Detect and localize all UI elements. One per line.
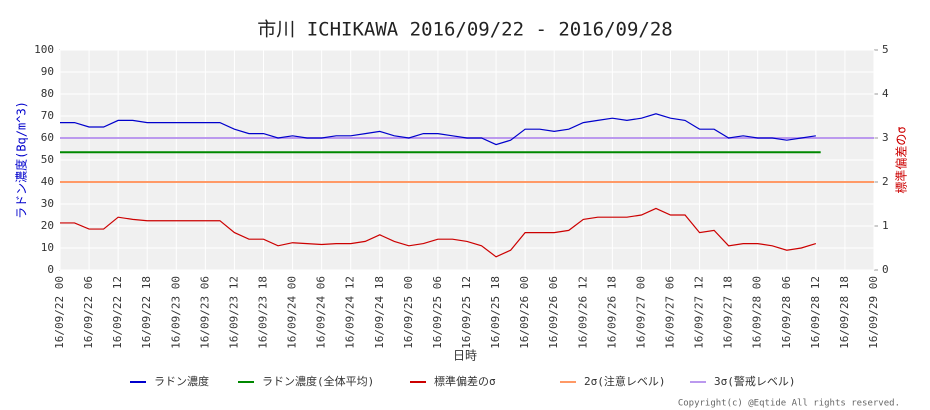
y2-tick-label: 3 <box>882 131 889 144</box>
x-tick-label: 16/09/28 06 <box>780 276 793 349</box>
x-tick-label: 16/09/24 00 <box>286 276 299 349</box>
x-tick-label: 16/09/22 00 <box>53 276 66 349</box>
y-tick-label: 100 <box>34 43 54 56</box>
x-tick-label: 16/09/25 18 <box>489 276 502 349</box>
x-tick-label: 16/09/22 12 <box>111 276 124 349</box>
x-tick-label: 16/09/27 12 <box>693 276 706 349</box>
x-tick-label: 16/09/24 12 <box>344 276 357 349</box>
chart-title: 市川 ICHIKAWA 2016/09/22 - 2016/09/28 <box>257 19 673 41</box>
y-tick-label: 80 <box>41 87 54 100</box>
x-tick-label: 16/09/29 00 <box>867 276 880 349</box>
y2-tick-label: 4 <box>882 87 889 100</box>
x-tick-label: 16/09/27 00 <box>634 276 647 349</box>
x-tick-label: 16/09/25 06 <box>431 276 444 349</box>
copyright: Copyright(c) @Eqtide All rights reserved… <box>678 399 900 409</box>
y-tick-label: 30 <box>41 197 54 210</box>
x-tick-label: 16/09/24 18 <box>373 276 386 349</box>
legend-label: ラドン濃度(全体平均) <box>262 374 374 388</box>
y-tick-label: 40 <box>41 175 54 188</box>
x-tick-label: 16/09/26 12 <box>576 276 589 349</box>
y-tick-label: 50 <box>41 153 54 166</box>
y2-tick-label: 0 <box>882 263 889 276</box>
y-tick-label: 0 <box>47 263 54 276</box>
y-tick-label: 70 <box>41 109 54 122</box>
x-tick-label: 16/09/27 18 <box>722 276 735 349</box>
legend-label: ラドン濃度 <box>154 374 209 388</box>
x-tick-label: 16/09/27 06 <box>664 276 677 349</box>
y2-tick-label: 2 <box>882 175 889 188</box>
x-tick-label: 16/09/26 00 <box>518 276 531 349</box>
y-tick-label: 20 <box>41 219 54 232</box>
x-tick-label: 16/09/26 18 <box>605 276 618 349</box>
legend-label: 3σ(警戒レベル) <box>714 374 796 388</box>
y-tick-label: 90 <box>41 65 54 78</box>
x-tick-label: 16/09/22 18 <box>140 276 153 349</box>
legend-label: 2σ(注意レベル) <box>584 374 666 388</box>
x-tick-label: 16/09/22 06 <box>82 276 95 349</box>
y-tick-label: 60 <box>41 131 54 144</box>
legend-label: 標準偏差のσ <box>434 374 496 388</box>
y2-tick-label: 1 <box>882 219 889 232</box>
y-tick-label: 10 <box>41 241 54 254</box>
x-tick-label: 16/09/28 18 <box>838 276 851 349</box>
x-tick-label: 16/09/28 00 <box>751 276 764 349</box>
x-tick-label: 16/09/24 06 <box>315 276 328 349</box>
x-tick-label: 16/09/25 00 <box>402 276 415 349</box>
x-tick-label: 16/09/26 06 <box>547 276 560 349</box>
y2-axis-label: 標準偏差のσ <box>894 126 909 193</box>
x-axis-label: 日時 <box>453 349 477 363</box>
x-tick-label: 16/09/25 12 <box>460 276 473 349</box>
x-tick-label: 16/09/23 06 <box>198 276 211 349</box>
series-line <box>60 113 816 146</box>
series-line <box>60 207 817 258</box>
x-tick-label: 16/09/28 12 <box>809 276 822 349</box>
y2-tick-label: 5 <box>882 43 889 56</box>
y-axis-label: ラドン濃度(Bq/m^3) <box>14 101 29 219</box>
x-tick-label: 16/09/23 00 <box>169 276 182 349</box>
x-tick-label: 16/09/23 18 <box>257 276 270 349</box>
x-tick-label: 16/09/23 12 <box>227 276 240 349</box>
